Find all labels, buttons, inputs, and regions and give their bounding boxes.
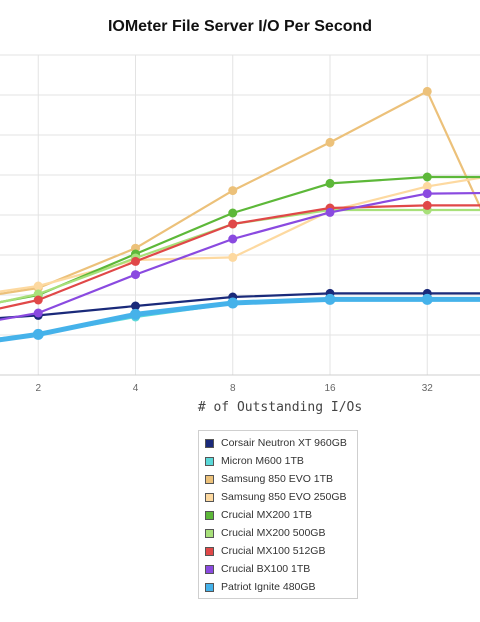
data-point <box>228 219 238 229</box>
data-point <box>325 137 335 147</box>
legend-item: Crucial MX100 512GB <box>199 542 357 560</box>
data-point <box>422 189 432 199</box>
legend-item: Corsair Neutron XT 960GB <box>199 434 357 452</box>
data-point <box>421 293 433 305</box>
data-point <box>131 256 140 266</box>
data-point <box>422 181 432 191</box>
legend-label: Crucial MX200 1TB <box>221 509 313 521</box>
legend-item: Patriot Ignite 480GB <box>199 578 357 596</box>
series-crucial-mx200-1tb <box>0 172 480 304</box>
data-point <box>325 207 335 217</box>
data-point <box>131 270 140 280</box>
chart-title: IOMeter File Server I/O Per Second <box>107 18 373 35</box>
series-line <box>0 296 480 343</box>
x-tick-label: 4 <box>133 383 139 394</box>
x-tick-label: 32 <box>422 383 434 394</box>
legend-swatch <box>205 510 214 520</box>
chart-legend: Corsair Neutron XT 960GB Micron M600 1TB S… <box>198 430 358 599</box>
data-point <box>422 86 432 96</box>
series-line <box>0 191 480 321</box>
legend-label: Crucial MX200 500GB <box>221 527 326 539</box>
data-point <box>228 208 238 218</box>
legend-item: Crucial MX200 1TB <box>199 506 357 524</box>
data-point <box>130 308 141 320</box>
data-point <box>325 178 335 188</box>
legend-item: Samsung 850 EVO 1TB <box>199 470 357 488</box>
legend-swatch <box>205 438 214 448</box>
series-crucial-bx100-1tb <box>0 189 480 321</box>
legend-swatch <box>205 474 214 484</box>
x-tick-label: 8 <box>230 383 236 394</box>
legend-swatch <box>205 546 214 556</box>
data-point <box>228 234 238 244</box>
legend-label: Patriot Ignite 480GB <box>221 581 316 593</box>
series-samsung-850-evo-1tb <box>0 86 480 296</box>
series-patriot-ignite-480gb <box>0 293 480 343</box>
legend-label: Samsung 850 EVO 1TB <box>221 473 334 485</box>
data-point <box>324 293 336 305</box>
legend-label: Micron M600 1TB <box>221 455 304 467</box>
legend-item: Samsung 850 EVO 250GB <box>199 488 357 506</box>
series-line <box>0 297 480 340</box>
legend-item: Crucial MX200 500GB <box>199 524 357 542</box>
legend-label: Corsair Neutron XT 960GB <box>221 437 347 449</box>
series-crucial-mx100-512gb <box>0 200 480 310</box>
x-tick-label: 2 <box>35 383 41 394</box>
x-axis-label: # of Outstanding I/Os <box>197 400 363 415</box>
legend-swatch <box>205 528 214 538</box>
legend-swatch <box>205 564 214 574</box>
legend-swatch <box>205 456 214 466</box>
legend-label: Crucial MX100 512GB <box>221 545 326 557</box>
data-point <box>422 172 432 182</box>
data-point <box>228 186 238 196</box>
legend-label: Samsung 850 EVO 250GB <box>221 491 347 503</box>
data-point <box>33 295 43 305</box>
data-point <box>227 297 239 309</box>
data-point <box>422 200 432 210</box>
legend-label: Crucial BX100 1TB <box>221 563 311 575</box>
data-point <box>33 308 43 318</box>
data-point <box>33 281 43 291</box>
legend-item: Micron M600 1TB <box>199 452 357 470</box>
legend-item: Crucial BX100 1TB <box>199 560 357 578</box>
data-point <box>228 252 238 262</box>
x-tick-label: 16 <box>324 383 336 394</box>
legend-swatch <box>205 492 214 502</box>
legend-swatch <box>205 582 214 592</box>
series-corsair-neutron-xt-960gb <box>0 288 480 320</box>
data-point <box>32 328 44 340</box>
data-point <box>131 301 140 311</box>
